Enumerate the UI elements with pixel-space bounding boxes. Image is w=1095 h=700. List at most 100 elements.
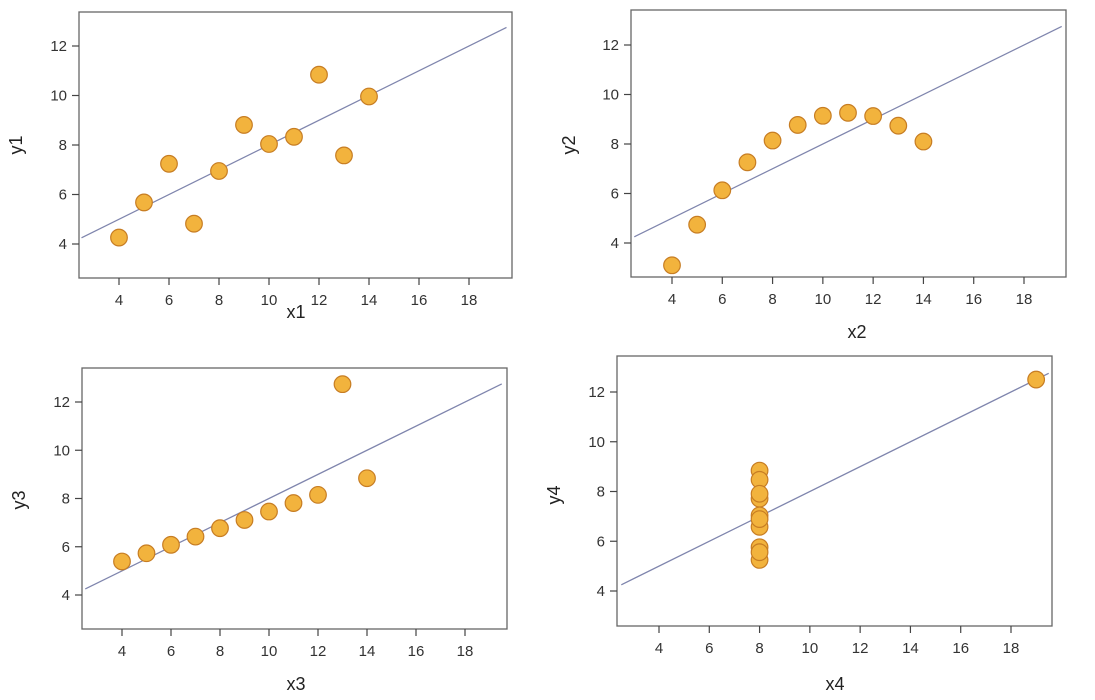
data-point-8 xyxy=(1027,370,1046,389)
y-tick-label: 10 xyxy=(588,434,605,451)
x-tick-label: 14 xyxy=(915,291,932,308)
x-tick-label: 16 xyxy=(965,291,982,308)
y-tick-label: 12 xyxy=(602,37,619,54)
y-tick-label: 10 xyxy=(50,88,67,105)
x-tick-label: 6 xyxy=(705,640,713,657)
x-tick-label: 10 xyxy=(815,291,832,308)
data-point-5 xyxy=(839,103,857,122)
data-point-10 xyxy=(185,214,203,233)
data-point-4 xyxy=(788,116,807,134)
y-tick-label: 8 xyxy=(597,484,605,501)
data-point-4 xyxy=(235,511,254,529)
data-point-11 xyxy=(750,510,769,529)
data-point-11 xyxy=(137,544,156,563)
data-point-7 xyxy=(162,535,180,554)
data-point-6 xyxy=(358,469,376,488)
data-point-8 xyxy=(113,552,131,571)
x-tick-label: 10 xyxy=(261,643,278,660)
data-point-3 xyxy=(333,375,352,394)
data-point-2 xyxy=(763,131,782,150)
plot-frame xyxy=(630,9,1067,278)
x-tick-label: 18 xyxy=(461,292,478,309)
x-tick-label: 16 xyxy=(952,640,969,657)
x-tick-label: 18 xyxy=(1016,291,1033,308)
y-tick-label: 8 xyxy=(59,137,67,154)
x-tick-label: 18 xyxy=(1003,640,1020,657)
data-point-5 xyxy=(284,494,303,512)
data-point-9 xyxy=(310,65,328,84)
data-point-1 xyxy=(260,135,278,153)
x-tick-label: 4 xyxy=(655,640,663,657)
data-point-9 xyxy=(750,543,769,562)
x-tick-label: 10 xyxy=(802,640,819,657)
data-point-2 xyxy=(211,519,229,538)
x-tick-label: 10 xyxy=(261,292,278,309)
data-point-11 xyxy=(135,193,153,212)
data-point-10 xyxy=(738,153,757,172)
data-point-9 xyxy=(309,485,327,504)
y-tick-label: 4 xyxy=(597,583,605,600)
scatter-panel-1: 4 6 8 10 12 14 16 18 4 6 8 10 12 x1 y1 xyxy=(6,11,513,322)
y-axis-label: y4 xyxy=(544,485,564,504)
x-tick-label: 12 xyxy=(865,291,882,308)
y-tick-label: 4 xyxy=(62,587,70,604)
data-point-6 xyxy=(914,132,933,151)
x-tick-label: 14 xyxy=(361,292,378,309)
x-axis-label: x4 xyxy=(825,674,844,694)
x-tick-label: 4 xyxy=(118,643,126,660)
data-point-9 xyxy=(864,107,883,125)
y-tick-label: 6 xyxy=(59,187,67,204)
x-tick-label: 12 xyxy=(310,643,327,660)
x-tick-label: 8 xyxy=(215,292,223,309)
y-axis-label: y2 xyxy=(559,135,579,154)
y-tick-label: 8 xyxy=(611,136,619,153)
scatter-panel-4: 4 6 8 10 12 14 16 18 4 6 8 10 12 x4 y4 xyxy=(544,355,1053,694)
x-axis-label: x2 xyxy=(847,322,866,342)
x-axis-label: x3 xyxy=(286,674,305,694)
x-tick-label: 4 xyxy=(668,291,676,308)
data-point-7 xyxy=(713,181,732,200)
data-point-3 xyxy=(335,146,353,165)
y-axis-label: y3 xyxy=(9,490,29,509)
x-tick-label: 16 xyxy=(408,643,425,660)
y-tick-label: 4 xyxy=(59,236,67,253)
data-point-2 xyxy=(210,162,228,180)
y-tick-label: 6 xyxy=(597,533,605,550)
data-point-7 xyxy=(160,154,178,173)
data-point-8 xyxy=(110,228,128,247)
y-tick-label: 10 xyxy=(53,442,70,459)
data-point-11 xyxy=(688,215,707,234)
x-tick-label: 8 xyxy=(755,640,763,657)
data-point-6 xyxy=(360,87,378,106)
y-tick-label: 4 xyxy=(611,235,619,252)
x-tick-label: 8 xyxy=(768,291,776,308)
y-tick-label: 6 xyxy=(611,186,619,203)
x-tick-label: 6 xyxy=(167,643,175,660)
y-tick-label: 12 xyxy=(588,384,605,401)
data-point-10 xyxy=(750,484,769,503)
data-point-5 xyxy=(285,127,303,146)
y-tick-label: 6 xyxy=(62,539,70,556)
data-point-3 xyxy=(889,116,908,135)
data-point-1 xyxy=(813,106,832,125)
y-tick-label: 8 xyxy=(62,491,70,508)
x-tick-label: 12 xyxy=(852,640,869,657)
y-tick-label: 12 xyxy=(50,38,67,55)
y-tick-label: 12 xyxy=(53,394,70,411)
data-point-1 xyxy=(260,502,278,521)
data-point-10 xyxy=(186,527,205,546)
x-tick-label: 16 xyxy=(411,292,428,309)
x-tick-label: 4 xyxy=(115,292,123,309)
x-tick-label: 8 xyxy=(216,643,224,660)
x-tick-label: 14 xyxy=(359,643,376,660)
x-tick-label: 18 xyxy=(457,643,474,660)
x-tick-label: 12 xyxy=(311,292,328,309)
data-point-8 xyxy=(663,256,681,275)
data-point-4 xyxy=(235,116,253,134)
x-tick-label: 6 xyxy=(165,292,173,309)
plot-frame xyxy=(616,355,1053,627)
x-tick-label: 14 xyxy=(902,640,919,657)
regression-line xyxy=(633,25,1063,238)
y-axis-label: y1 xyxy=(6,135,26,154)
